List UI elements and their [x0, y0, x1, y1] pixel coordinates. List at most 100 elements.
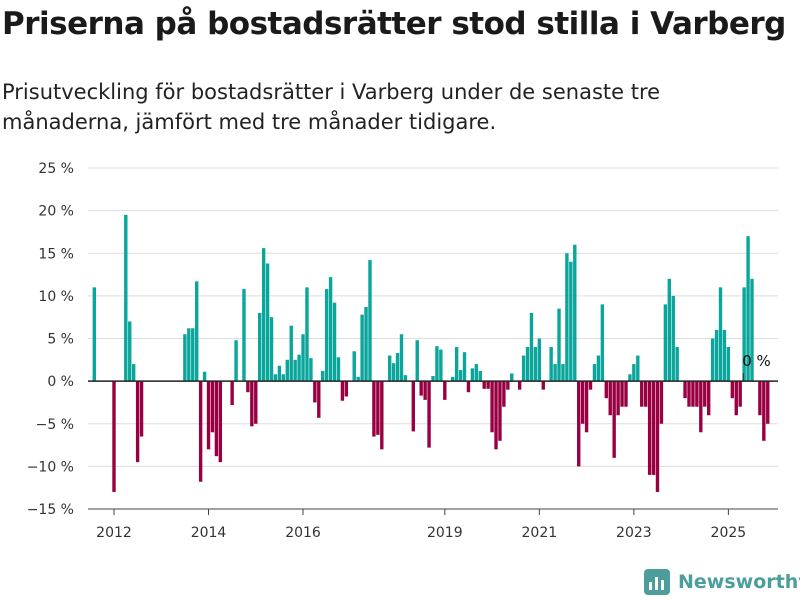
bar-negative — [506, 381, 510, 390]
bar-negative — [588, 381, 593, 390]
x-tick-label: 2012 — [96, 525, 132, 541]
bar-negative — [608, 381, 612, 416]
bar-negative — [651, 381, 656, 475]
bar-positive — [431, 376, 435, 382]
bar-positive — [714, 329, 719, 382]
bar-positive — [277, 365, 282, 382]
bar-positive — [557, 308, 561, 382]
bar-negative — [112, 381, 116, 492]
bar-negative — [620, 381, 624, 407]
bar-positive — [671, 295, 675, 382]
bar-negative — [502, 381, 506, 407]
bar-positive — [592, 364, 597, 382]
bar-positive — [722, 329, 727, 382]
y-tick-label: 0 % — [47, 374, 74, 390]
bar-positive — [470, 368, 475, 382]
y-tick-label: 25 % — [38, 161, 74, 177]
bar-negative — [218, 381, 223, 463]
bar-negative — [494, 381, 498, 450]
bar-positive — [529, 312, 534, 382]
y-tick-label: 5 % — [47, 332, 74, 348]
bar-positive — [352, 351, 356, 382]
bar-negative — [214, 381, 219, 457]
bar-negative — [683, 381, 687, 399]
bar-positive — [336, 357, 341, 382]
bar-negative — [706, 381, 711, 416]
bar-positive — [391, 363, 396, 382]
bar-positive — [399, 334, 404, 382]
bar-negative — [730, 381, 735, 399]
bar-negative — [762, 381, 766, 441]
bar-positive — [301, 334, 305, 382]
newsworthy-logo-icon — [644, 569, 670, 595]
newsworthy-logo: Newsworthy — [644, 569, 800, 595]
bar-positive — [321, 370, 325, 382]
bar-positive — [293, 359, 297, 382]
y-tick-label: 15 % — [38, 246, 74, 262]
y-tick-label: −5 % — [36, 417, 74, 433]
bar-positive — [746, 236, 750, 382]
bar-negative — [655, 381, 660, 492]
bar-positive — [261, 248, 266, 382]
bar-positive — [596, 355, 601, 382]
bar-negative — [517, 381, 522, 390]
bar-negative — [734, 381, 738, 416]
bar-negative — [687, 381, 691, 407]
bar-positive — [187, 328, 191, 382]
bar-positive — [667, 278, 671, 382]
bar-positive — [324, 289, 329, 382]
bar-positive — [195, 281, 199, 382]
bar-negative — [376, 381, 380, 435]
bar-negative — [498, 381, 502, 441]
bar-negative — [250, 381, 254, 427]
bar-negative — [246, 381, 250, 393]
bar-negative — [427, 381, 431, 448]
bar-negative — [135, 381, 140, 463]
bar-negative — [584, 381, 589, 433]
bar-positive — [285, 359, 289, 382]
x-tick-label: 2019 — [427, 525, 463, 541]
bar-positive — [710, 338, 715, 382]
bar-negative — [198, 381, 203, 482]
bar-positive — [474, 364, 479, 382]
bar-positive — [454, 347, 459, 382]
bar-positive — [128, 321, 132, 382]
bar-negative — [139, 381, 144, 437]
bar-negative — [647, 381, 652, 475]
bar-positive — [269, 317, 274, 382]
bar-negative — [659, 381, 664, 424]
bar-positive — [565, 253, 569, 382]
bar-negative — [490, 381, 494, 433]
bar-negative — [604, 381, 608, 399]
y-tick-label: −10 % — [27, 459, 74, 475]
bar-negative — [580, 381, 585, 424]
brand-name: Newsworthy — [678, 571, 800, 593]
bar-positive — [258, 312, 262, 382]
bar-positive — [273, 374, 278, 382]
bar-positive — [387, 355, 392, 382]
bar-positive — [124, 214, 128, 382]
bar-negative — [695, 381, 699, 407]
bar-positive — [726, 347, 731, 382]
bar-positive — [628, 374, 632, 382]
bar-positive — [435, 346, 439, 382]
bar-positive — [521, 355, 526, 382]
bar-positive — [742, 287, 746, 382]
bar-positive — [242, 289, 246, 382]
bar-positive — [439, 349, 443, 382]
bar-positive — [332, 302, 337, 382]
x-tick-label: 2014 — [191, 525, 227, 541]
bar-negative — [317, 381, 321, 418]
axes: 25 % 20 % 15 % 10 % 5 % 0 % −5 % −10 % −15 % 2012… — [27, 161, 778, 541]
bar-positive — [305, 287, 309, 382]
bar-negative — [577, 381, 581, 467]
bar-negative — [612, 381, 616, 458]
bar-positive — [525, 347, 530, 382]
bar-positive — [131, 364, 136, 382]
bar-positive — [600, 304, 605, 382]
bar-positive — [478, 370, 482, 382]
bar-positive — [553, 364, 557, 382]
bar-negative — [380, 381, 384, 450]
bar-negative — [766, 381, 770, 424]
bar-positive — [537, 338, 542, 382]
